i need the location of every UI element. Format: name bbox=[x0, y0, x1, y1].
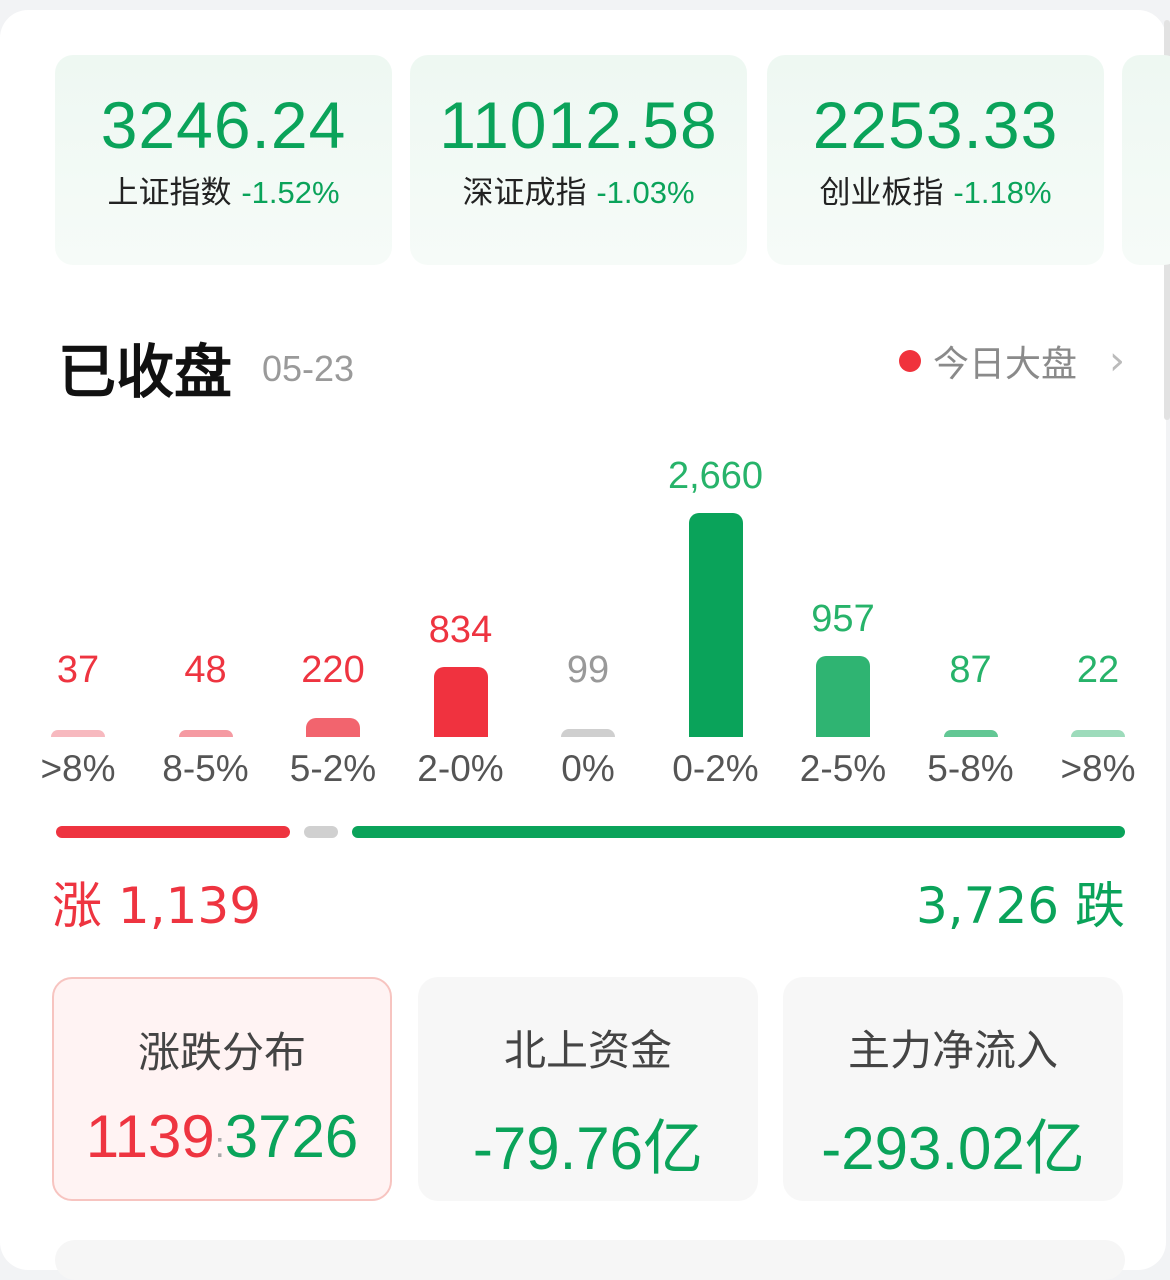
up-ratio-bar bbox=[56, 826, 290, 838]
live-dot-icon bbox=[898, 350, 921, 372]
bar-value-label: 99 bbox=[566, 649, 610, 691]
index-name: 上证指数 bbox=[107, 175, 232, 211]
bar-value-label: 220 bbox=[301, 649, 365, 691]
today-market-label: 今日大盘 bbox=[932, 344, 1077, 385]
bar-value-label: 87 bbox=[949, 649, 992, 691]
card-value: -293.02亿 bbox=[821, 1115, 1085, 1182]
index-change: -1.52% bbox=[241, 175, 340, 210]
card-distribution[interactable]: 涨跌分布 1139:3726 bbox=[52, 977, 392, 1201]
bar-4 bbox=[561, 728, 615, 737]
category-label: 2-0% bbox=[417, 748, 504, 789]
bar-value-label: 834 bbox=[428, 608, 493, 651]
card-value: -79.76亿 bbox=[472, 1115, 704, 1182]
card-northbound[interactable]: 北上资金 -79.76亿 bbox=[418, 977, 758, 1201]
index-change: -1.03% bbox=[596, 175, 695, 210]
category-label: 5-8% bbox=[927, 748, 1014, 789]
index-value: 2253.33 bbox=[812, 88, 1059, 162]
bar-3 bbox=[433, 666, 488, 737]
category-label: 2-5% bbox=[799, 748, 887, 789]
index-card-shanghai[interactable]: 3246.24 上证指数 -1.52% bbox=[55, 55, 392, 265]
down-ratio-bar bbox=[352, 826, 1125, 838]
bar-1 bbox=[178, 730, 233, 737]
card-label: 主力净流入 bbox=[847, 1026, 1058, 1075]
ratio-separator: : bbox=[214, 1124, 225, 1165]
index-change: -1.18% bbox=[953, 175, 1052, 210]
category-label: >8% bbox=[40, 748, 116, 789]
index-card-shenzhen[interactable]: 11012.58 深证成指 -1.03% bbox=[410, 55, 747, 265]
down-number: 3726 bbox=[224, 1103, 359, 1170]
down-count: 3,726 跌 bbox=[915, 877, 1125, 935]
chevron-right-icon: › bbox=[1109, 338, 1125, 384]
today-market-link[interactable]: 今日大盘 › bbox=[898, 335, 1125, 387]
distribution-chart: 37 >8% 48 8-5% 220 5-2% 834 2-0% 99 0% 2,660 0-2% 95… bbox=[0, 440, 1170, 800]
index-name: 深证成指 bbox=[462, 175, 587, 211]
card-label: 涨跌分布 bbox=[137, 1028, 306, 1077]
up-count: 涨 1,139 bbox=[52, 877, 262, 935]
card-main-inflow[interactable]: 主力净流入 -293.02亿 bbox=[783, 977, 1123, 1201]
up-number: 1139 bbox=[85, 1103, 215, 1170]
category-label: 5-2% bbox=[289, 748, 377, 789]
bar-8 bbox=[1071, 730, 1125, 737]
index-name: 创业板指 bbox=[819, 175, 944, 211]
next-card bbox=[55, 1240, 1125, 1280]
bar-5 bbox=[688, 513, 743, 737]
bar-2 bbox=[306, 718, 360, 737]
index-value: 11012.58 bbox=[439, 88, 718, 162]
index-card-chinext[interactable]: 2253.33 创业板指 -1.18% bbox=[767, 55, 1104, 265]
bar-value-label: 37 bbox=[56, 649, 100, 691]
flat-ratio-bar bbox=[304, 826, 338, 838]
bar-value-label: 22 bbox=[1076, 649, 1120, 691]
date-label: 05-23 bbox=[262, 348, 355, 389]
bar-value-label: 48 bbox=[184, 649, 227, 691]
bar-0 bbox=[51, 730, 105, 737]
index-value: 3246.24 bbox=[100, 88, 347, 162]
bar-6 bbox=[816, 656, 870, 737]
category-label: >8% bbox=[1060, 748, 1136, 789]
bar-7 bbox=[943, 729, 998, 737]
bar-value-label: 2,660 bbox=[667, 455, 764, 497]
index-card-partial[interactable] bbox=[1122, 55, 1170, 265]
page-title: 已收盘 bbox=[58, 338, 233, 406]
category-label: 0-2% bbox=[672, 748, 759, 789]
card-label: 北上资金 bbox=[503, 1026, 672, 1075]
bar-value-label: 957 bbox=[811, 598, 875, 641]
category-label: 0% bbox=[561, 748, 615, 789]
category-label: 8-5% bbox=[162, 748, 249, 789]
